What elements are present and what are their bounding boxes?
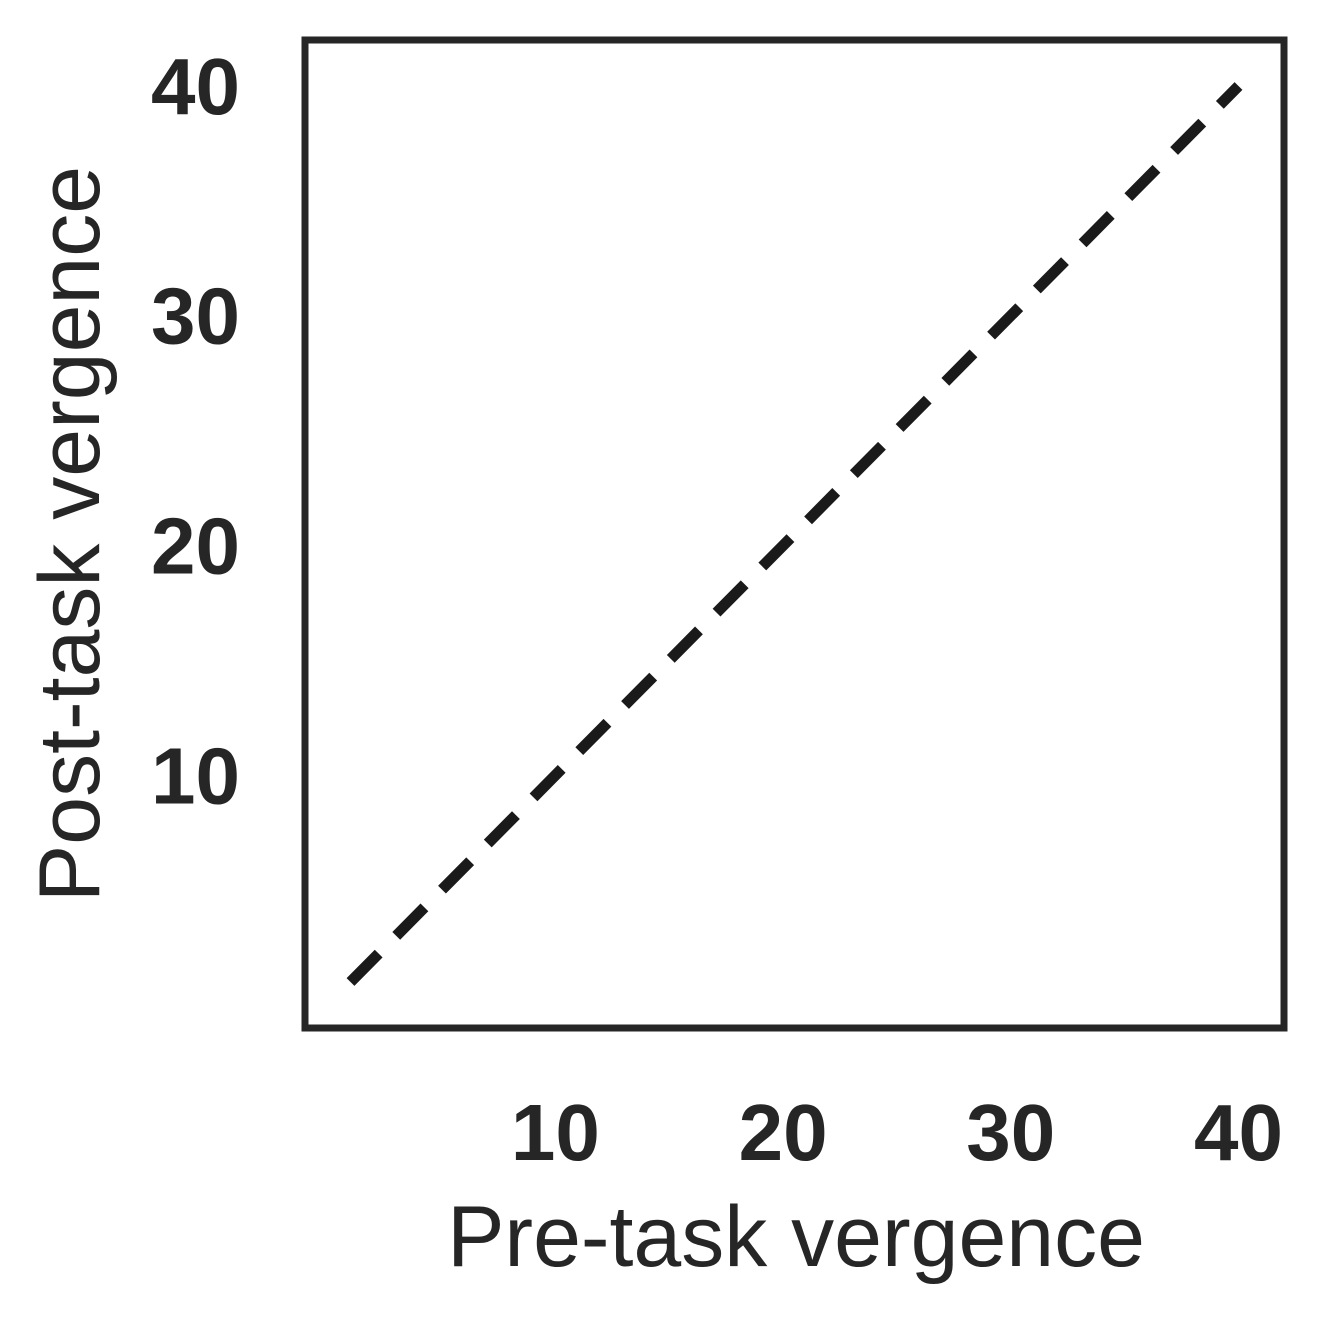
y-tick-label: 30 <box>151 272 240 361</box>
x-tick-label: 30 <box>966 1088 1055 1177</box>
x-tick-label: 20 <box>739 1088 828 1177</box>
series-line-0 <box>351 86 1239 982</box>
y-axis-label: Post-task vergence <box>22 166 118 902</box>
y-tick-labels: 10 20 30 40 <box>151 42 240 820</box>
x-axis-label: Pre-task vergence <box>447 1189 1145 1285</box>
x-tick-label: 40 <box>1194 1088 1283 1177</box>
x-tick-labels: 10 20 30 40 <box>511 1088 1283 1177</box>
x-tick-label: 10 <box>511 1088 600 1177</box>
y-tick-label: 20 <box>151 502 240 591</box>
y-tick-label: 40 <box>151 42 240 131</box>
y-tick-label: 10 <box>151 731 240 820</box>
series-layer <box>351 86 1239 982</box>
